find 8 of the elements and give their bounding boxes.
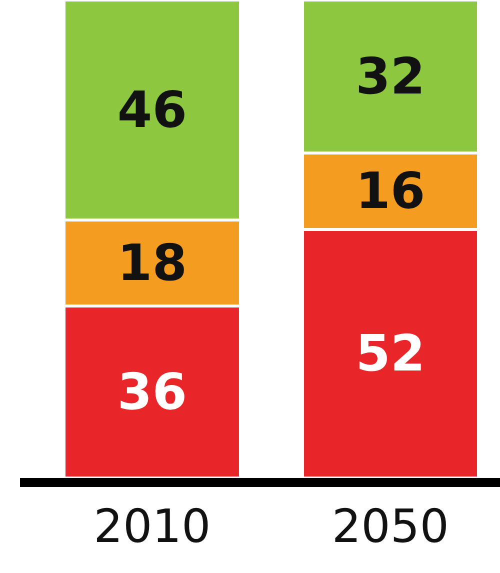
x-tick-label: 2010 bbox=[94, 499, 211, 554]
data-label: 46 bbox=[117, 80, 188, 139]
data-label: 16 bbox=[356, 162, 426, 220]
data-label: 52 bbox=[356, 324, 426, 383]
data-label: 32 bbox=[356, 47, 426, 106]
x-tick-label: 2050 bbox=[332, 499, 449, 554]
data-label: 18 bbox=[117, 234, 188, 292]
data-label: 36 bbox=[117, 362, 188, 421]
